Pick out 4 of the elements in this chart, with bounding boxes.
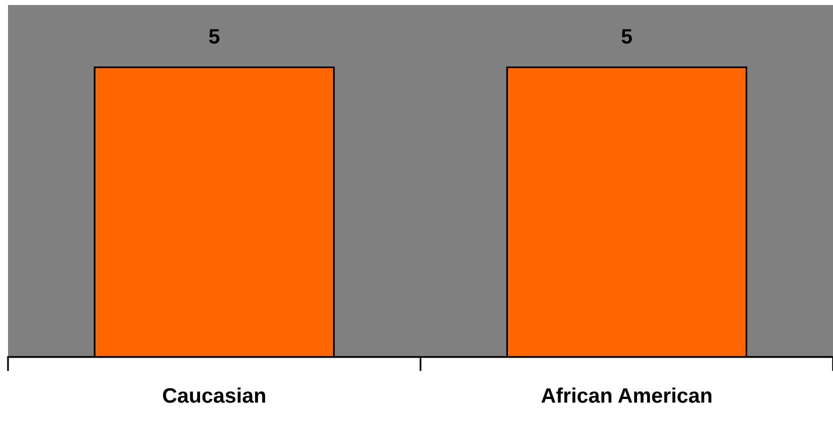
data-label: 5	[209, 29, 220, 44]
data-label: 5	[622, 29, 632, 44]
x-tick-label: Caucasian	[163, 388, 266, 403]
x-tick-label: African American	[541, 388, 712, 403]
